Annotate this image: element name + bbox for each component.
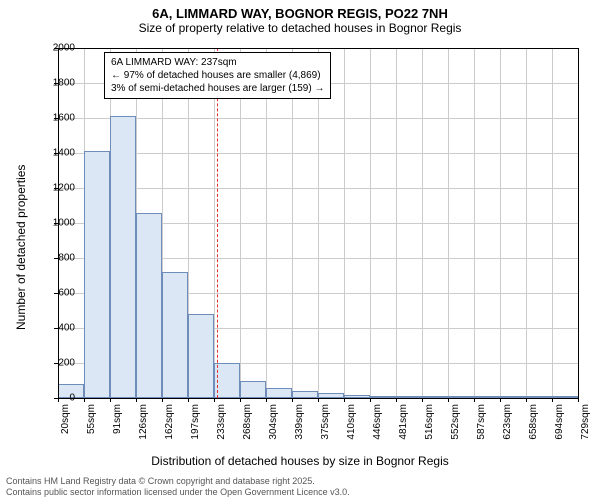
x-tick-mark: [448, 398, 449, 402]
grid-line-v: [240, 48, 241, 398]
x-tick-label: 658sqm: [528, 404, 539, 444]
histogram-bar: [240, 381, 266, 399]
histogram-bar: [84, 151, 110, 398]
grid-line-v: [396, 48, 397, 398]
histogram-bar: [110, 116, 136, 398]
x-tick-label: 126sqm: [138, 404, 149, 444]
y-tick-mark: [54, 118, 58, 119]
chart-container: 6A, LIMMARD WAY, BOGNOR REGIS, PO22 7NH …: [0, 0, 600, 500]
grid-line-v: [526, 48, 527, 398]
x-axis-title: Distribution of detached houses by size …: [0, 454, 600, 468]
x-tick-mark: [552, 398, 553, 402]
y-tick-mark: [54, 328, 58, 329]
x-tick-mark: [422, 398, 423, 402]
y-tick-mark: [54, 363, 58, 364]
x-tick-label: 587sqm: [476, 404, 487, 444]
x-tick-label: 516sqm: [424, 404, 435, 444]
x-tick-label: 20sqm: [60, 404, 71, 444]
plot-area: 6A LIMMARD WAY: 237sqm← 97% of detached …: [58, 48, 578, 398]
x-tick-label: 623sqm: [502, 404, 513, 444]
x-tick-mark: [370, 398, 371, 402]
annotation-line3: 3% of semi-detached houses are larger (1…: [111, 82, 324, 95]
y-tick-mark: [54, 188, 58, 189]
annotation-box: 6A LIMMARD WAY: 237sqm← 97% of detached …: [104, 52, 331, 99]
grid-line-v: [422, 48, 423, 398]
histogram-bar: [136, 213, 162, 399]
y-tick-mark: [54, 48, 58, 49]
reference-line: [217, 48, 218, 398]
grid-line-v: [500, 48, 501, 398]
annotation-line1: 6A LIMMARD WAY: 237sqm: [111, 56, 324, 69]
y-tick-mark: [54, 223, 58, 224]
x-tick-label: 410sqm: [346, 404, 357, 444]
y-tick-mark: [54, 293, 58, 294]
x-tick-mark: [266, 398, 267, 402]
x-tick-mark: [578, 398, 579, 402]
x-tick-mark: [500, 398, 501, 402]
x-tick-mark: [136, 398, 137, 402]
histogram-bar: [292, 391, 318, 398]
x-tick-mark: [188, 398, 189, 402]
x-tick-label: 55sqm: [86, 404, 97, 444]
x-tick-mark: [162, 398, 163, 402]
x-tick-mark: [84, 398, 85, 402]
grid-line-v: [474, 48, 475, 398]
x-tick-label: 197sqm: [190, 404, 201, 444]
y-tick-mark: [54, 258, 58, 259]
x-tick-label: 552sqm: [450, 404, 461, 444]
x-tick-label: 91sqm: [112, 404, 123, 444]
x-tick-label: 304sqm: [268, 404, 279, 444]
grid-line-v: [448, 48, 449, 398]
grid-line-v: [344, 48, 345, 398]
histogram-bar: [266, 388, 292, 398]
chart-title: 6A, LIMMARD WAY, BOGNOR REGIS, PO22 7NH: [0, 0, 600, 21]
grid-line-v: [318, 48, 319, 398]
x-tick-label: 694sqm: [554, 404, 565, 444]
x-tick-label: 268sqm: [242, 404, 253, 444]
x-tick-mark: [292, 398, 293, 402]
y-tick-mark: [54, 83, 58, 84]
x-tick-mark: [344, 398, 345, 402]
annotation-line2: ← 97% of detached houses are smaller (4,…: [111, 69, 324, 82]
histogram-bar: [162, 272, 188, 398]
x-tick-label: 233sqm: [216, 404, 227, 444]
x-tick-mark: [214, 398, 215, 402]
grid-line-v: [292, 48, 293, 398]
x-tick-label: 339sqm: [294, 404, 305, 444]
x-tick-mark: [474, 398, 475, 402]
footer-line1: Contains HM Land Registry data © Crown c…: [6, 476, 350, 487]
histogram-bar: [188, 314, 214, 398]
top-axis-line: [58, 48, 578, 49]
x-tick-mark: [58, 398, 59, 402]
x-tick-label: 375sqm: [320, 404, 331, 444]
y-tick-mark: [54, 153, 58, 154]
y-axis-title: Number of detached properties: [14, 165, 28, 330]
grid-line-v: [370, 48, 371, 398]
footer-attribution: Contains HM Land Registry data © Crown c…: [6, 476, 350, 498]
footer-line2: Contains public sector information licen…: [6, 487, 350, 498]
y-axis-line-right: [578, 48, 579, 398]
chart-subtitle: Size of property relative to detached ho…: [0, 21, 600, 39]
x-tick-mark: [318, 398, 319, 402]
x-tick-mark: [396, 398, 397, 402]
grid-line-v: [214, 48, 215, 398]
x-tick-mark: [240, 398, 241, 402]
x-tick-label: 446sqm: [372, 404, 383, 444]
grid-line-v: [552, 48, 553, 398]
x-tick-mark: [110, 398, 111, 402]
x-tick-label: 729sqm: [580, 404, 591, 444]
x-tick-label: 162sqm: [164, 404, 175, 444]
x-tick-mark: [526, 398, 527, 402]
x-tick-label: 481sqm: [398, 404, 409, 444]
grid-line-v: [266, 48, 267, 398]
